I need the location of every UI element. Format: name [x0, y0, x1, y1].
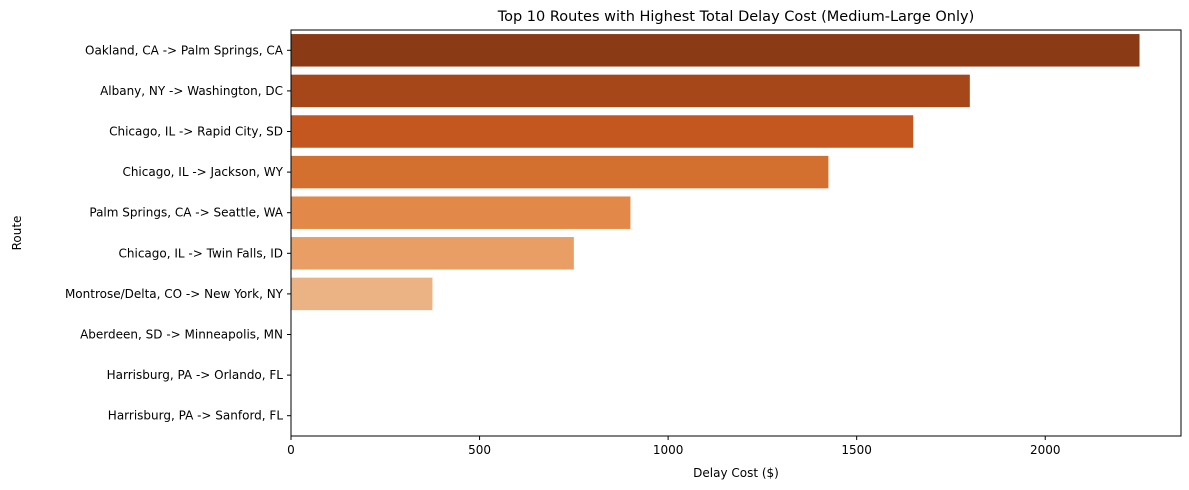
- y-tick-label: Harrisburg, PA -> Sanford, FL: [108, 409, 284, 423]
- bar: [291, 115, 914, 148]
- x-tick-label: 0: [287, 443, 295, 457]
- x-tick-label: 1000: [653, 443, 684, 457]
- bar: [291, 237, 574, 270]
- y-tick-label: Palm Springs, CA -> Seattle, WA: [89, 206, 283, 220]
- bar: [291, 155, 829, 189]
- y-axis: Oakland, CA -> Palm Springs, CA Albany, N…: [65, 43, 291, 423]
- bar: [291, 34, 1140, 67]
- bar: [291, 196, 631, 229]
- x-tick-label: 2000: [1030, 443, 1061, 457]
- x-tick-label: 1500: [841, 443, 872, 457]
- y-tick-label: Oakland, CA -> Palm Springs, CA: [85, 43, 284, 57]
- bar: [291, 74, 970, 108]
- x-tick-label: 500: [468, 443, 491, 457]
- y-tick-label: Chicago, IL -> Jackson, WY: [122, 165, 283, 179]
- bars-group: [291, 34, 1140, 311]
- y-axis-title: Route: [10, 216, 24, 251]
- y-tick-label: Montrose/Delta, CO -> New York, NY: [65, 287, 284, 301]
- x-axis-title: Delay Cost ($): [693, 466, 779, 480]
- y-tick-label: Chicago, IL -> Rapid City, SD: [109, 125, 283, 139]
- x-axis: 0 500 1000 1500 2000: [287, 436, 1061, 457]
- y-tick-label: Harrisburg, PA -> Orlando, FL: [107, 368, 284, 382]
- chart-title: Top 10 Routes with Highest Total Delay C…: [497, 9, 975, 25]
- y-tick-label: Albany, NY -> Washington, DC: [100, 84, 283, 98]
- plot-frame: [290, 29, 1182, 437]
- y-tick-label: Aberdeen, SD -> Minneapolis, MN: [80, 328, 283, 342]
- bar: [291, 277, 433, 311]
- y-tick-label: Chicago, IL -> Twin Falls, ID: [119, 246, 284, 260]
